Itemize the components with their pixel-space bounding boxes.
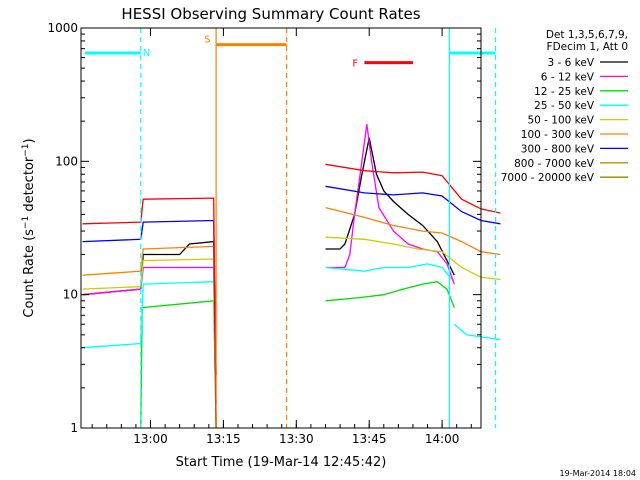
- series-line-9-1: [325, 163, 501, 214]
- series-line-3-2: [453, 323, 501, 341]
- marker-letter-f: F: [352, 59, 358, 70]
- x-tick-label-3: 13:45: [352, 432, 387, 446]
- legend-header-1: FDecim 1, Att 0: [547, 41, 628, 53]
- legend-label-2: 12 - 25 keV: [534, 86, 595, 98]
- x-tick-label-4: 14:00: [425, 432, 460, 446]
- x-axis-label: Start Time (19-Mar-14 12:45:42): [176, 455, 387, 470]
- plot-area: N S F: [82, 28, 501, 429]
- series-line-0-0: [82, 240, 217, 375]
- legend: Det 1,3,5,6,7,9,FDecim 1, Att 0 3 - 6 keV…: [501, 29, 628, 184]
- axes: 13:00 13:15 13:30 13:45 14:00 1 10 100 1000: [47, 21, 481, 446]
- legend-label-7: 800 - 7000 keV: [514, 158, 595, 170]
- marker-letter-s: S: [204, 35, 210, 46]
- y-tick-label-0: 1: [70, 421, 78, 435]
- series-line-3-1: [325, 263, 453, 280]
- legend-label-0: 3 - 6 keV: [547, 57, 594, 69]
- series-line-6-0: [82, 219, 217, 429]
- legend-label-5: 100 - 300 keV: [521, 129, 595, 141]
- series-line-6-1: [325, 185, 501, 225]
- series-line-5-0: [82, 245, 217, 429]
- x-tick-label-1: 13:15: [206, 432, 241, 446]
- y-tick-label-3: 1000: [47, 21, 78, 35]
- marker-letter-n: N: [143, 48, 150, 59]
- legend-header-0: Det 1,3,5,6,7,9,: [546, 29, 628, 41]
- timestamp: 19-Mar-2014 18:04: [560, 469, 637, 478]
- legend-label-1: 6 - 12 keV: [541, 71, 595, 83]
- legend-label-4: 50 - 100 keV: [527, 115, 594, 127]
- x-tick-label-2: 13:30: [279, 432, 314, 446]
- legend-label-6: 300 - 800 keV: [521, 143, 595, 155]
- legend-label-8: 7000 - 20000 keV: [501, 172, 595, 184]
- y-tick-label-2: 100: [55, 154, 78, 168]
- plot-frame: [80, 27, 482, 429]
- chart-title: HESSI Observing Summary Count Rates: [121, 5, 420, 23]
- series-line-2-1: [325, 281, 455, 308]
- series-line-0-1: [325, 137, 455, 276]
- series-line-5-1: [325, 206, 501, 256]
- series-line-1-1: [325, 124, 455, 285]
- series-line-4-1: [325, 236, 501, 281]
- series-line-9-0: [82, 197, 217, 429]
- series-line-3-0: [82, 281, 217, 429]
- series-line-2-0: [140, 300, 217, 429]
- y-tick-label-1: 10: [63, 288, 78, 302]
- x-tick-label-0: 13:00: [133, 432, 168, 446]
- legend-label-3: 25 - 50 keV: [534, 100, 595, 112]
- y-axis-label: Count Rate (s−1 detector−1): [21, 138, 37, 317]
